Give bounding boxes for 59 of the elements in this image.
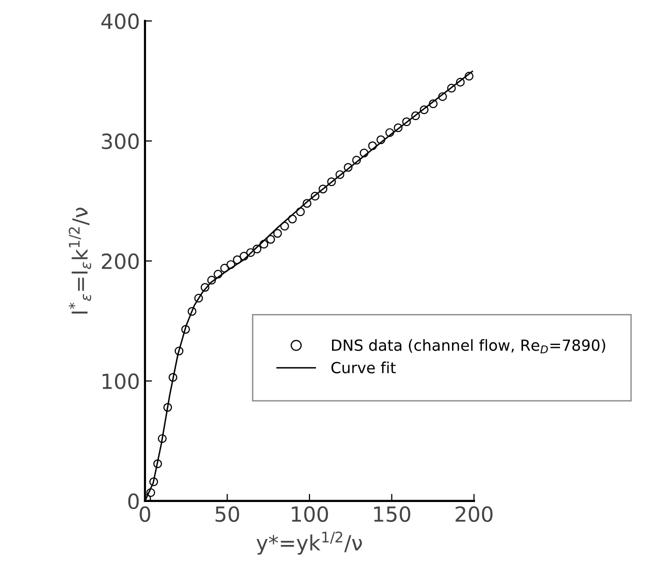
point — [220, 264, 229, 273]
point — [174, 346, 184, 356]
point — [260, 240, 268, 249]
point — [163, 403, 172, 412]
point — [288, 214, 297, 224]
y-tick-label: 0 — [128, 493, 139, 510]
point — [344, 163, 353, 172]
point — [394, 123, 403, 132]
legend-label: DNS data (channel flow, Re$_{D}$=7890) — [332, 339, 606, 354]
y-tick-label: 400 — [101, 13, 139, 30]
y-tick-label: 200 — [102, 253, 139, 270]
point — [280, 222, 290, 231]
point — [207, 276, 216, 285]
point — [273, 229, 282, 238]
point — [376, 135, 386, 144]
point — [252, 244, 262, 254]
point — [464, 72, 474, 81]
point — [456, 78, 465, 87]
point — [226, 260, 236, 269]
point — [266, 235, 276, 244]
x-tick-label: 150 — [374, 506, 410, 522]
point — [428, 99, 438, 108]
point — [158, 434, 167, 443]
point — [420, 105, 429, 114]
point — [352, 156, 361, 165]
x-axis-title: y*=yk$^{1/2}$/ν — [256, 532, 362, 555]
point — [385, 128, 394, 137]
point — [327, 177, 336, 186]
point — [214, 270, 222, 279]
x-tick-label: 200 — [456, 506, 492, 522]
point — [153, 459, 162, 468]
point — [194, 294, 203, 303]
y-tick-label: 100 — [102, 373, 139, 390]
point — [168, 373, 178, 382]
point — [200, 283, 210, 292]
x-tick-label: 50 — [216, 506, 240, 522]
x-tick-label: 100 — [292, 506, 328, 522]
point — [336, 170, 344, 179]
point — [149, 477, 158, 486]
point — [438, 92, 447, 101]
point — [368, 141, 377, 150]
point — [302, 199, 312, 208]
x-tick-label: 0 — [140, 506, 150, 522]
point — [232, 255, 242, 264]
y-tick-label: 300 — [102, 133, 139, 150]
point — [447, 84, 456, 93]
point — [181, 325, 190, 334]
point — [411, 111, 420, 120]
point — [318, 184, 328, 194]
point — [360, 148, 368, 158]
point — [240, 252, 248, 261]
point — [246, 248, 255, 257]
point — [188, 307, 196, 316]
point — [310, 192, 320, 201]
point — [402, 117, 411, 126]
legend-label: Curve fit — [331, 362, 396, 374]
point — [296, 207, 305, 216]
y-axis-title: l$^{*}$$_{ε}$=l$_{ε}$k$^{1/2}$/ν — [68, 208, 92, 314]
point — [146, 488, 156, 497]
